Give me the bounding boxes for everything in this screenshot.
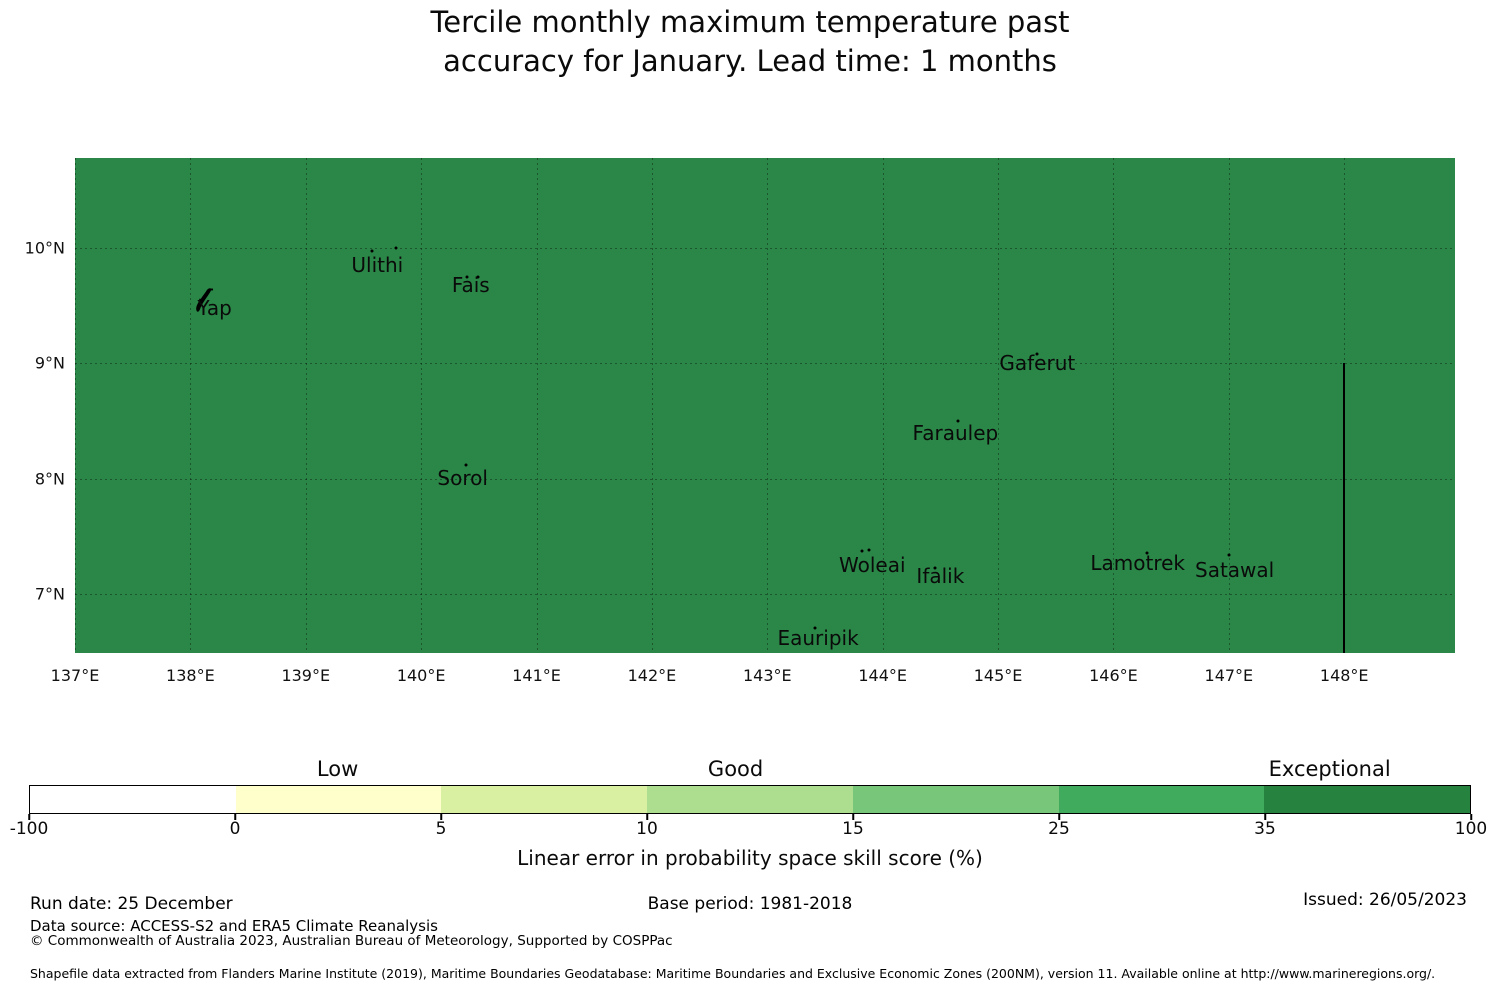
island-label-ulithi: Ulithi <box>351 253 404 278</box>
colorbar-category-label: Exceptional <box>1268 757 1391 781</box>
meridian-gridline <box>1228 158 1230 653</box>
colorbar-tick-mark <box>1058 814 1060 820</box>
colorbar-tick-label: 10 <box>636 819 658 839</box>
parallel-gridline <box>75 363 1455 365</box>
chart-title-line2: accuracy for January. Lead time: 1 month… <box>443 44 1057 78</box>
latitude-tick-label: 8°N <box>34 469 65 489</box>
footer-base-period: Base period: 1981-2018 <box>647 894 853 914</box>
longitude-tick-label: 148°E <box>1319 666 1369 685</box>
island-marker-dot <box>476 275 480 279</box>
island-label-lamotrek: Lamotrek <box>1090 551 1186 575</box>
latitude-tick-label: 9°N <box>34 353 65 373</box>
meridian-gridline <box>651 158 653 653</box>
meridian-gridline <box>882 158 884 653</box>
parallel-gridline <box>75 248 1455 249</box>
island-marker-dot <box>860 549 864 553</box>
longitude-tick-label: 137°E <box>50 666 100 685</box>
island-label-ifalik: Ifalik <box>916 563 965 588</box>
island-marker-dot <box>956 419 960 423</box>
longitude-tick-label: 138°E <box>166 666 215 685</box>
colorbar-tick-label: 5 <box>435 819 447 839</box>
island-label-sorol: Sorol <box>437 465 488 490</box>
colorbar-tick-label: 0 <box>229 819 241 839</box>
colorbar-segment <box>30 786 236 813</box>
longitude-tick-label: 143°E <box>742 666 792 685</box>
map-panel: Yap Ulithi Fais Sorol Gaferut Faraulep Woleai I… <box>75 158 1455 653</box>
colorbar-tick-label: 25 <box>1048 819 1070 839</box>
island-label-fais: Fais <box>451 272 490 297</box>
longitude-tick-label: 147°E <box>1204 666 1254 685</box>
longitude-tick-label: 146°E <box>1089 666 1138 685</box>
footer-issued-date: Issued: 26/05/2023 <box>1303 890 1467 910</box>
island-label-satawal: Satawal <box>1195 557 1275 582</box>
colorbar-tick-label: -100 <box>9 819 49 839</box>
chart-title-line1: Tercile monthly maximum temperature past <box>430 5 1070 39</box>
colorbar-tick-mark <box>440 814 442 820</box>
meridian-gridline <box>536 158 538 653</box>
latitude-tick-label: 10°N <box>24 238 65 258</box>
longitude-tick-label: 139°E <box>281 666 331 685</box>
colorbar-tick-mark <box>852 814 854 820</box>
eez-boundary-line <box>1343 363 1346 653</box>
colorbar-bar <box>29 785 1471 814</box>
colorbar-tick-mark <box>1470 814 1472 820</box>
island-label-eauripik: Eauripik <box>777 626 859 650</box>
meridian-gridline <box>75 158 76 653</box>
island-marker-dot <box>813 626 817 630</box>
colorbar-segment <box>1058 786 1265 813</box>
colorbar-tick-mark <box>28 814 30 820</box>
longitude-tick-label: 144°E <box>858 666 908 685</box>
colorbar-segment <box>1264 786 1471 813</box>
island-label-woleai: Woleai <box>839 553 906 578</box>
colorbar-tick-mark <box>234 814 236 820</box>
colorbar-tick-label: 100 <box>1454 819 1488 839</box>
island-marker-dot <box>867 548 871 552</box>
island-marker-dot <box>370 249 374 253</box>
island-label-gaferut: Gaferut <box>999 351 1076 376</box>
latitude-axis: 10°N 9°N 8°N 7°N <box>0 158 70 653</box>
colorbar-tick-mark <box>1264 814 1266 820</box>
island-marker-dot <box>1227 553 1231 557</box>
latitude-tick-label: 7°N <box>34 584 65 604</box>
footer-data-source: Data source: ACCESS-S2 and ERA5 Climate … <box>30 917 438 935</box>
longitude-tick-label: 145°E <box>973 666 1023 685</box>
footer-shapefile-note: Shapefile data extracted from Flanders M… <box>30 966 1436 981</box>
island-marker-dot <box>933 566 937 570</box>
colorbar-segment <box>647 786 853 813</box>
island-label-yap: Yap <box>197 296 232 320</box>
parallel-gridline <box>75 478 1455 480</box>
meridian-gridline <box>190 158 192 653</box>
colorbar-tick-mark <box>646 814 648 820</box>
colorbar-axis-label: Linear error in probability space skill … <box>517 846 983 870</box>
colorbar-segment <box>235 786 442 813</box>
footer-run-date: Run date: 25 December <box>30 894 233 914</box>
island-marker-dot <box>394 246 398 250</box>
island-marker-dot <box>1035 352 1039 356</box>
yap-island-shape <box>194 287 216 318</box>
island-marker-dot <box>464 463 468 467</box>
longitude-tick-label: 140°E <box>396 666 446 685</box>
colorbar-category-label: Good <box>707 757 764 781</box>
longitude-tick-label: 141°E <box>512 666 561 685</box>
island-marker-dot <box>1145 551 1149 555</box>
colorbar-tick-label: 15 <box>842 819 864 839</box>
meridian-gridline <box>1113 158 1115 653</box>
meridian-gridline <box>421 158 423 653</box>
footer-copyright: © Commonwealth of Australia 2023, Austra… <box>30 933 673 949</box>
parallel-gridline <box>75 594 1455 596</box>
island-label-faraulep: Faraulep <box>912 420 999 445</box>
island-marker-dot <box>465 275 469 279</box>
longitude-tick-label: 142°E <box>627 666 677 685</box>
longitude-axis: 137°E 138°E 139°E 140°E 141°E 142°E 143°E 144°E… <box>51 663 1455 689</box>
colorbar-tick-label: 35 <box>1254 819 1276 839</box>
chart-title: Tercile monthly maximum temperature past… <box>0 3 1500 81</box>
meridian-gridline <box>998 158 1000 653</box>
colorbar-category-label: Low <box>316 757 359 781</box>
meridian-gridline <box>767 158 769 653</box>
colorbar-segment <box>852 786 1059 813</box>
colorbar-segment <box>441 786 648 813</box>
meridian-gridline <box>305 158 307 653</box>
colorbar: -100 0 5 10 15 25 35 100 Low Good Exceptional <box>10 757 1488 845</box>
